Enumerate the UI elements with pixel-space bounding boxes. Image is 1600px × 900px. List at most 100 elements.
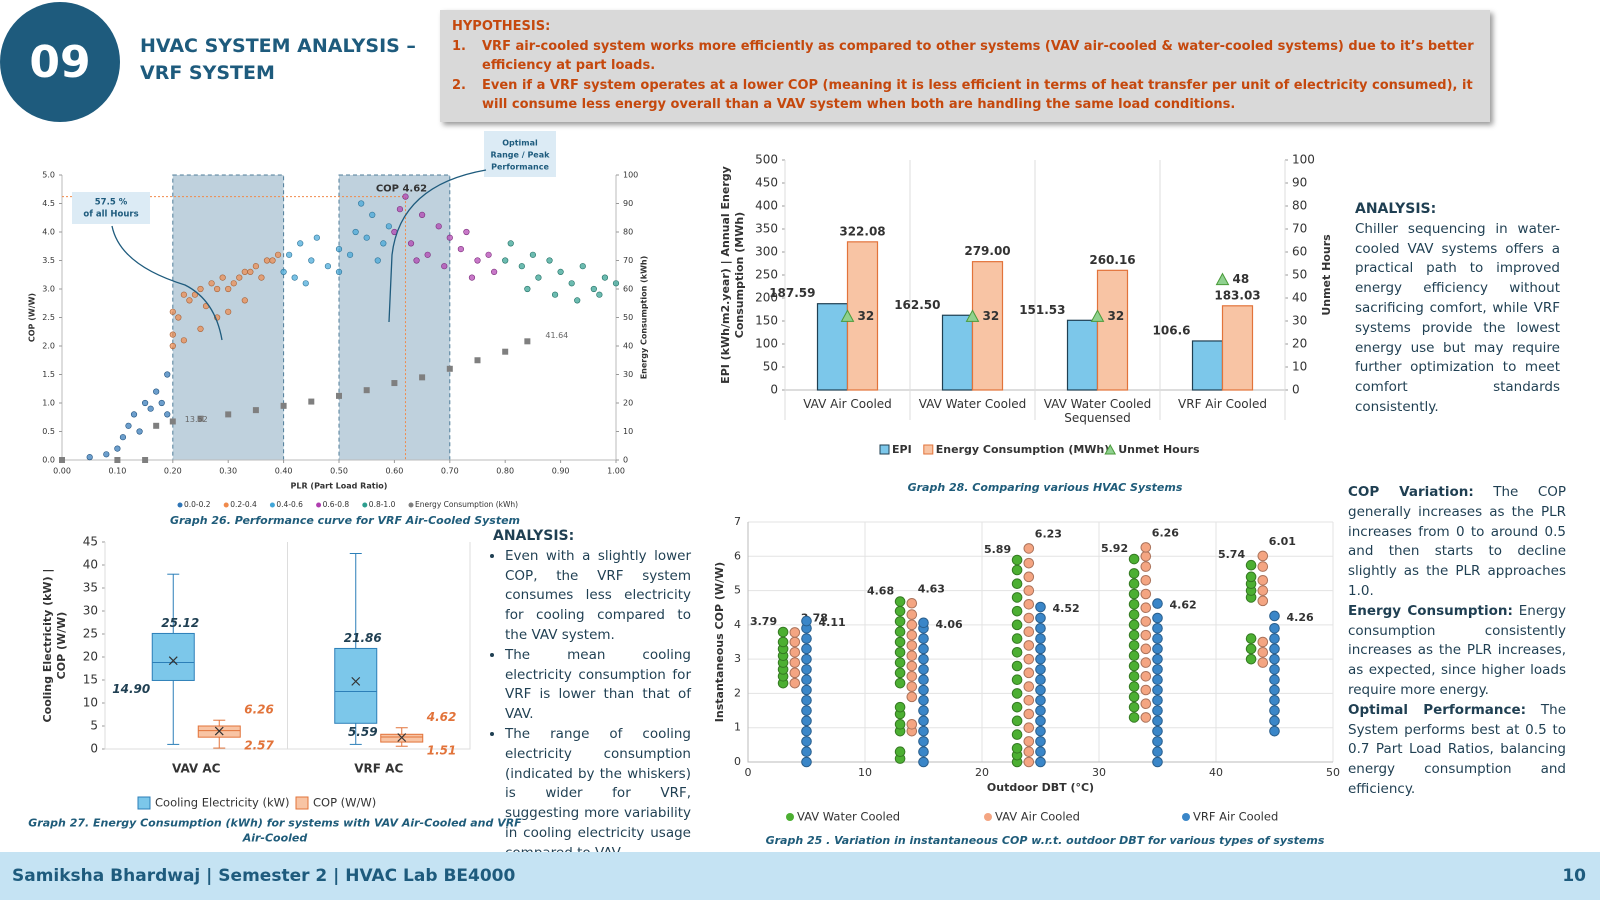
cop-point xyxy=(518,263,525,270)
cop-point xyxy=(1269,610,1280,622)
cop-point xyxy=(801,746,812,758)
cop-point xyxy=(894,667,906,679)
cop-point xyxy=(1140,602,1152,614)
cop-point xyxy=(225,285,232,293)
cop-point xyxy=(468,274,476,281)
y-tick-label: 10 xyxy=(83,696,98,710)
y-tick-label: 80 xyxy=(1292,199,1307,213)
x-tick-label: 0.60 xyxy=(385,467,403,476)
y-tick-label: 1.0 xyxy=(42,399,55,408)
cop-point xyxy=(1035,715,1046,727)
note-text: The COP generally increases as the PLR i… xyxy=(1348,484,1567,599)
legend-label: Cooling Electricity (kW) xyxy=(155,796,290,810)
cop-point xyxy=(535,274,542,281)
cop-point xyxy=(1152,622,1163,634)
legend-label: 0.0-0.2 xyxy=(184,500,211,509)
cop-point xyxy=(1128,681,1140,692)
y-tick-label: 500 xyxy=(755,153,778,167)
cop-point xyxy=(197,325,204,333)
cop-point xyxy=(1128,640,1140,651)
data-label: 21.86 xyxy=(344,631,382,645)
data-label: 322.08 xyxy=(839,224,885,238)
cop-point xyxy=(1152,715,1163,727)
chart-caption: Graph 27. Energy Consumption (kWh) for s… xyxy=(28,817,522,845)
cop-point xyxy=(1035,643,1046,655)
cop-point xyxy=(1140,684,1152,696)
cop-point xyxy=(1035,725,1046,737)
annotation: COP 4.62 xyxy=(376,184,427,195)
y-tick-label: 100 xyxy=(623,171,638,180)
data-label: 4.63 xyxy=(918,582,945,595)
y-tick-label: 10 xyxy=(1292,360,1307,374)
cop-point xyxy=(1128,670,1140,682)
y-tick-label: 60 xyxy=(623,285,633,294)
legend-swatch xyxy=(984,813,992,821)
cop-point xyxy=(208,280,215,287)
cop-point xyxy=(1152,705,1163,716)
cop-point xyxy=(1269,715,1280,727)
cop-point xyxy=(1035,664,1046,675)
annotation: 41.64 xyxy=(545,331,568,340)
legend-label: Energy Consumption (MWh) xyxy=(936,443,1110,456)
cop-point xyxy=(385,223,392,230)
cop-point xyxy=(241,297,248,304)
cop-point xyxy=(302,280,309,287)
cop-point xyxy=(1140,588,1152,600)
chart-caption: Graph 25 . Variation in instantaneous CO… xyxy=(766,834,1325,847)
cop-point xyxy=(557,268,564,276)
y-tick-label: 0.0 xyxy=(42,456,55,465)
cop-point xyxy=(1011,701,1023,713)
data-label: 4.68 xyxy=(867,585,894,598)
y-tick-label: 30 xyxy=(1292,314,1307,328)
cop-point xyxy=(407,240,415,247)
cop-point xyxy=(1011,578,1023,590)
cop-point xyxy=(906,619,918,631)
y-tick-label: 30 xyxy=(623,370,633,379)
cop-point xyxy=(529,251,537,258)
cop-point xyxy=(236,274,243,281)
cop-point xyxy=(263,257,271,264)
hypothesis-box: HYPOTHESIS: 1. VRF air-cooled system work… xyxy=(440,10,1490,122)
energy-point xyxy=(142,457,149,463)
cop-point xyxy=(1269,653,1280,665)
y-tick-label: 40 xyxy=(1292,291,1307,305)
cop-point xyxy=(1023,653,1035,665)
cop-point xyxy=(1128,578,1140,590)
data-label: 5.92 xyxy=(1101,542,1128,555)
cop-point xyxy=(918,736,929,747)
bullet: The mean cooling electricity consumption… xyxy=(505,646,691,725)
page-number: 10 xyxy=(1562,866,1586,886)
cop-point xyxy=(1011,742,1023,754)
mean-marker xyxy=(397,733,407,742)
cop-point xyxy=(363,234,370,241)
cop-point xyxy=(1035,684,1046,696)
cop-point xyxy=(1128,691,1140,703)
energy-point xyxy=(153,422,160,429)
cop-point xyxy=(1011,729,1023,740)
energy-point xyxy=(225,411,232,418)
x-tick-label: 0.70 xyxy=(441,467,459,476)
data-label: 162.50 xyxy=(894,298,940,312)
cop-point xyxy=(601,274,609,281)
cop-point xyxy=(612,280,620,287)
y-tick-label: 4 xyxy=(734,618,741,631)
cop-point xyxy=(280,268,287,276)
x-tick-label: 30 xyxy=(1092,766,1106,779)
cop-point xyxy=(1140,561,1152,572)
data-label: 14.90 xyxy=(112,682,150,696)
cop-point xyxy=(324,263,332,270)
y-tick-label: 1.5 xyxy=(42,370,55,379)
cop-point xyxy=(491,268,498,276)
callout-text: Range / Peak xyxy=(491,151,551,160)
cop-point xyxy=(169,342,176,350)
note-lead: COP Variation: xyxy=(1348,484,1474,500)
cop-point xyxy=(801,653,812,665)
y-tick-label: 3.5 xyxy=(42,256,55,265)
cop-point xyxy=(175,314,182,321)
data-label: 2.57 xyxy=(244,739,274,753)
cop-point xyxy=(1245,571,1257,583)
data-label: 4.62 xyxy=(426,710,457,724)
cop-point xyxy=(1128,660,1140,672)
item-marker: 2. xyxy=(452,77,466,93)
x-tick-label: 20 xyxy=(975,766,989,779)
